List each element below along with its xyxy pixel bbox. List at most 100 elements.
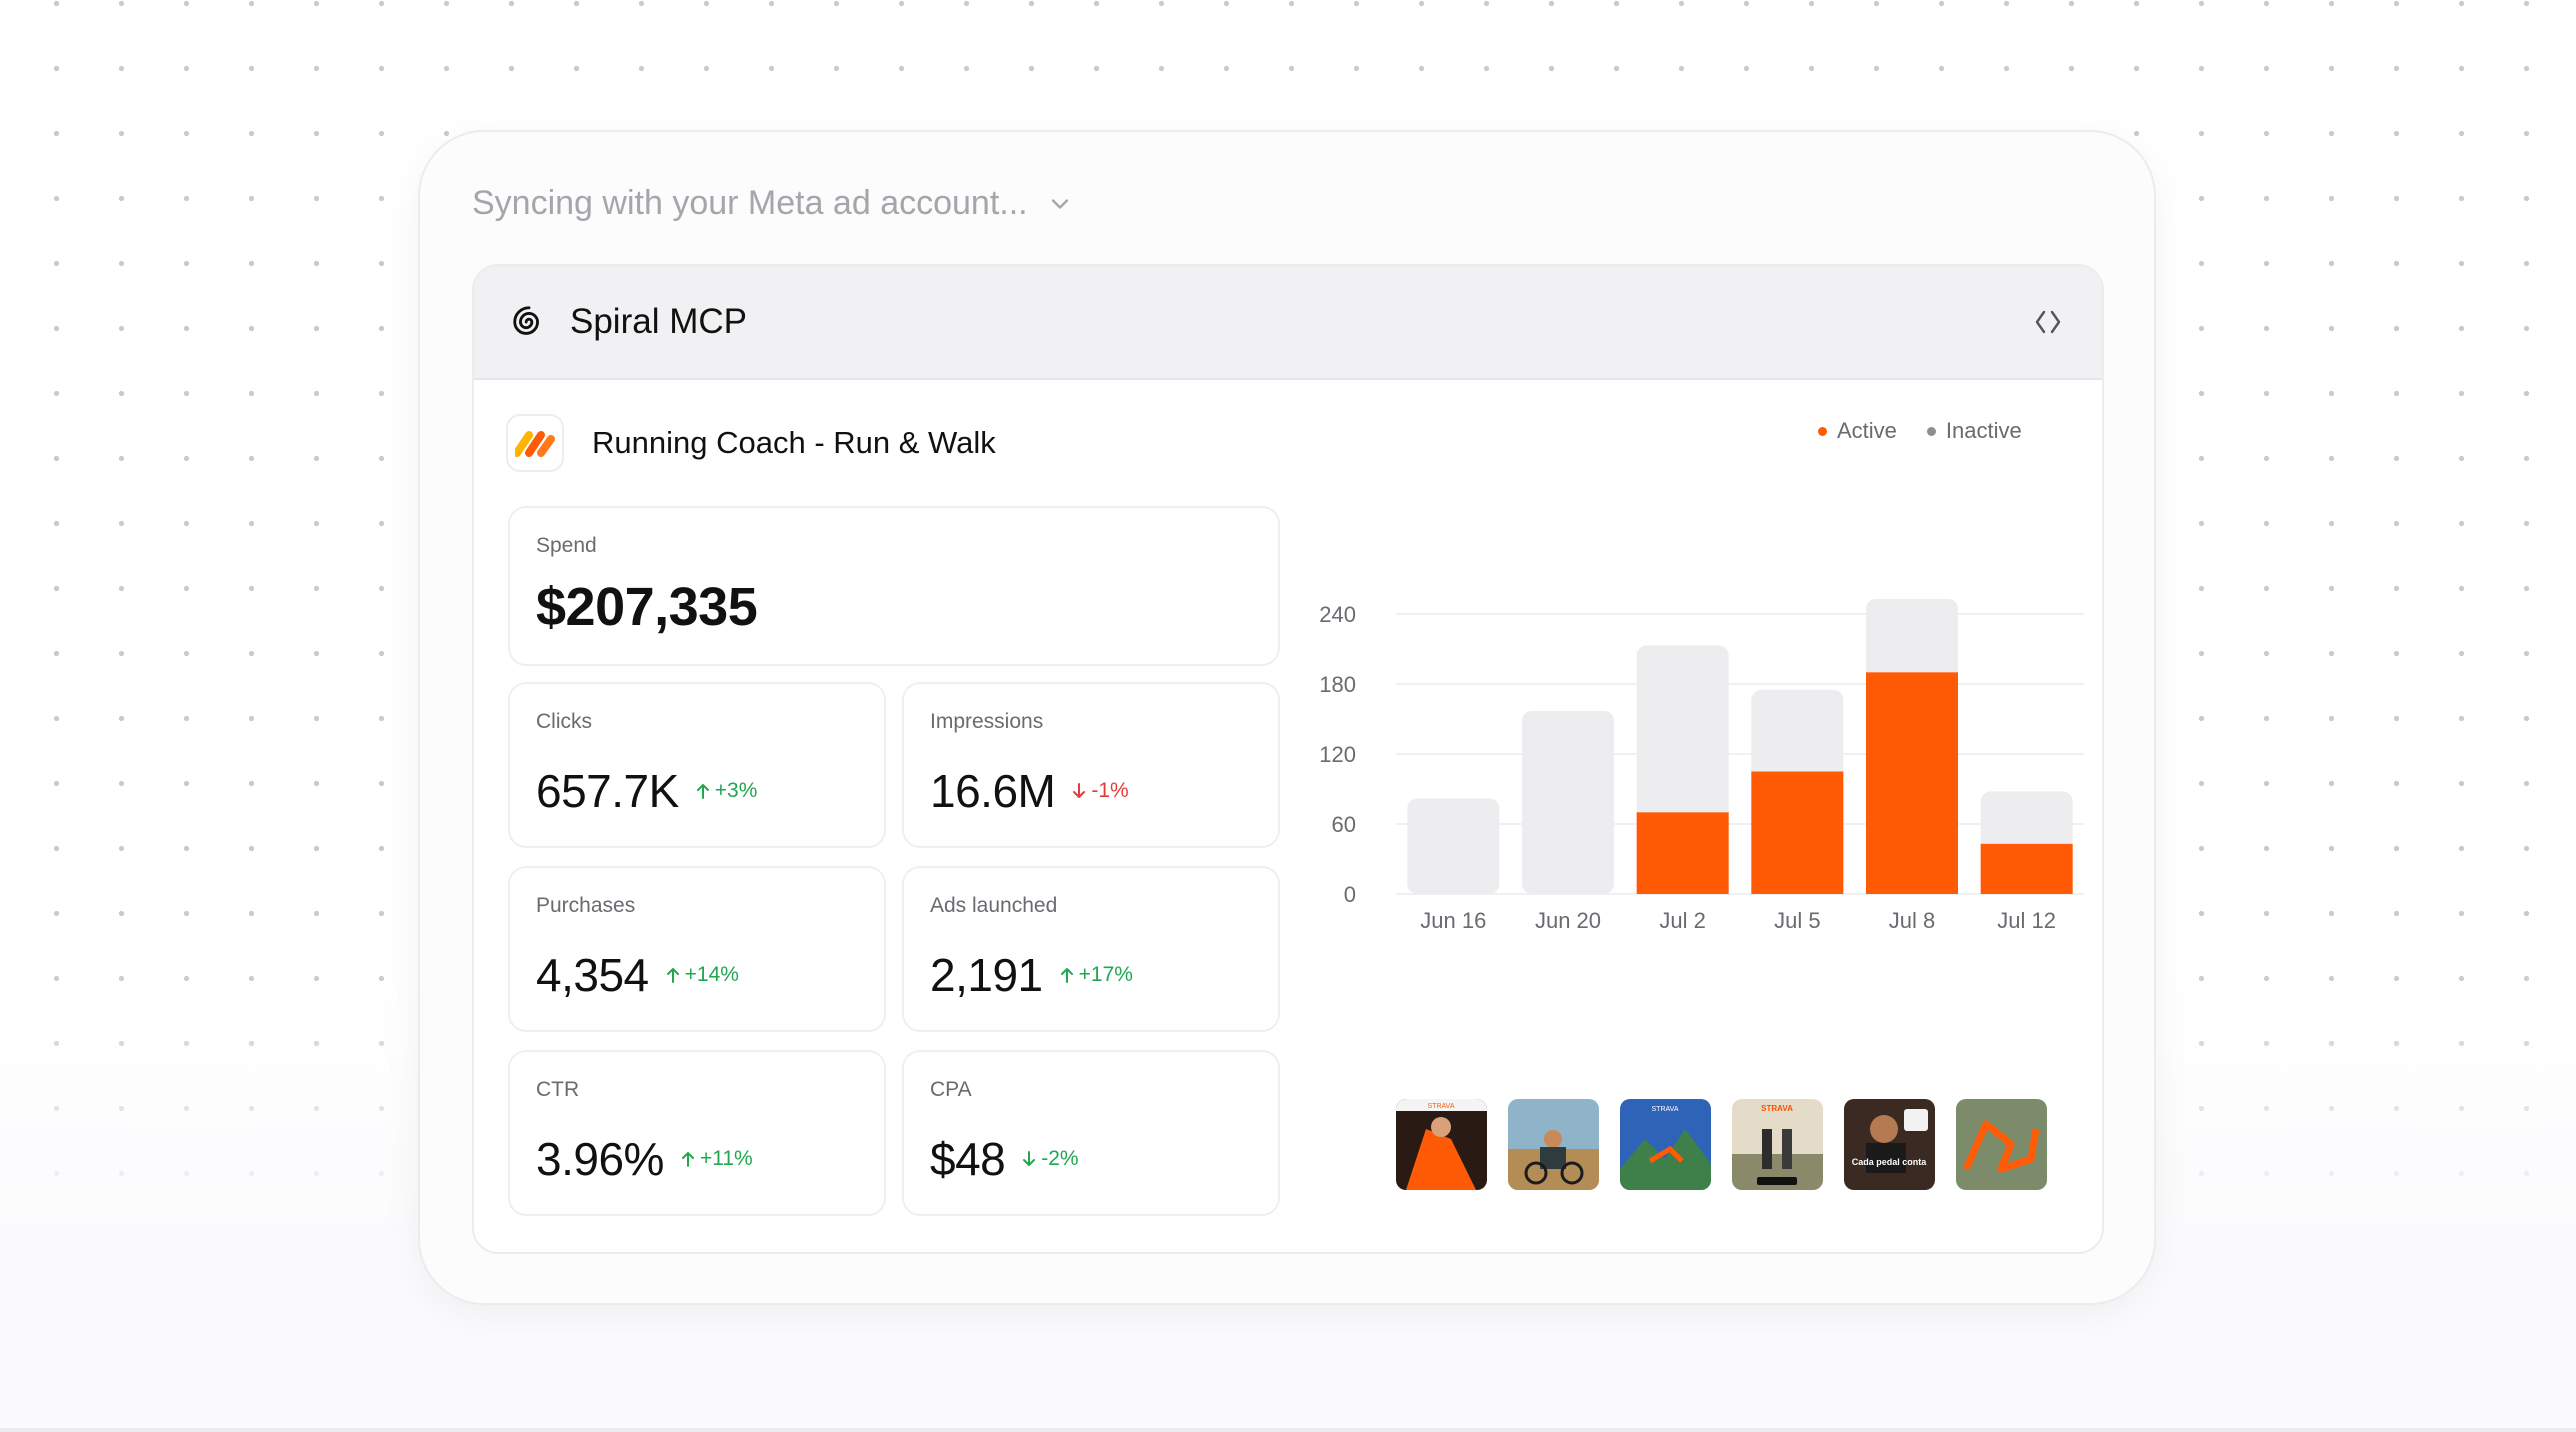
metric-value: 3.96%: [536, 1133, 664, 1185]
arrow-up-icon: [681, 1152, 694, 1167]
ad-creative-image: STRAVA: [1732, 1099, 1823, 1190]
legend-dot-active: [1818, 426, 1827, 436]
metric-value: $48: [930, 1133, 1006, 1185]
metric-spend: Spend $207,335: [508, 506, 1280, 666]
ad-creative-image: STRAVA: [1396, 1099, 1487, 1190]
metric-delta: +17%: [1059, 963, 1133, 987]
metric-delta: -2%: [1021, 1147, 1079, 1171]
metric-value: 4,354: [536, 949, 649, 1001]
metric-delta: +11%: [680, 1147, 753, 1171]
metric-purchases: Purchases 4,354 +14%: [508, 866, 886, 1032]
running-coach-logo-icon: [515, 431, 555, 457]
metric-value-row: 16.6M -1%: [930, 764, 1129, 818]
metric-value-row: 657.7K +3%: [536, 764, 757, 818]
chevron-down-icon: [1051, 198, 1068, 209]
thumbnail-caption: STRAVA: [1428, 1103, 1455, 1110]
legend-item-inactive[interactable]: Inactive: [1926, 418, 2022, 444]
arrow-up-icon: [666, 968, 679, 983]
bar-active: [1636, 812, 1729, 894]
bar-active: [1980, 843, 2073, 894]
metric-value: 657.7K: [536, 765, 679, 817]
bar-chart: 0 60 120 180 240 Jun 16 Jun 20 Jul 2 Jul 5 Jul 8 J…: [1319, 598, 2084, 933]
arrow-up-icon: [696, 784, 709, 799]
thumbnail-5[interactable]: Cada pedal conta: [1844, 1099, 1935, 1190]
code-toggle-icon[interactable]: [2030, 304, 2066, 340]
metric-label: CPA: [930, 1078, 972, 1101]
x-tick-label: Jun 20: [1535, 908, 1601, 933]
metric-delta: +14%: [665, 963, 739, 987]
metric-impressions: Impressions 16.6M -1%: [902, 682, 1280, 848]
spiral-logo-icon: [513, 306, 539, 335]
app-name: Running Coach - Run & Walk: [592, 425, 996, 460]
y-tick-label: 0: [1344, 882, 1356, 907]
thumbnail-2[interactable]: [1508, 1099, 1599, 1190]
metric-delta-text: -1%: [1091, 779, 1129, 802]
app-header: Running Coach - Run & Walk: [506, 414, 996, 472]
legend-label: Inactive: [1945, 418, 2022, 443]
bar-inactive: [1522, 710, 1614, 894]
panel-title: Spiral MCP: [570, 302, 747, 341]
ad-creative-image: [1508, 1099, 1599, 1190]
ad-thumbnails: STRAVA STRAVA: [1396, 1099, 2047, 1190]
thumbnail-caption: Cada pedal conta: [1852, 1157, 1928, 1167]
metric-value-row: 2,191 +17%: [930, 948, 1133, 1002]
metric-delta-text: +17%: [1078, 963, 1133, 986]
metric-ads-launched: Ads launched 2,191 +17%: [902, 866, 1280, 1032]
sync-status[interactable]: Syncing with your Meta ad account...: [472, 184, 1074, 223]
x-tick-label: Jun 16: [1420, 908, 1486, 933]
y-tick-label: 180: [1319, 672, 1356, 697]
metric-value: 16.6M: [930, 765, 1056, 817]
metric-label: CTR: [536, 1078, 580, 1101]
mcp-card-header: Spiral MCP: [474, 266, 2102, 380]
metric-value-row: 4,354 +14%: [536, 948, 739, 1002]
metric-clicks: Clicks 657.7K +3%: [508, 682, 886, 848]
metric-label: Spend: [536, 534, 597, 557]
metric-label: Impressions: [930, 710, 1044, 733]
y-tick-label: 120: [1319, 742, 1356, 767]
metric-cpa: CPA $48 -2%: [902, 1050, 1280, 1216]
x-tick-label: Jul 12: [1997, 908, 2056, 933]
metric-value-row: $48 -2%: [930, 1132, 1079, 1186]
metric-delta-text: -2%: [1041, 1147, 1079, 1170]
metric-value: 2,191: [930, 949, 1043, 1001]
mcp-card: Spiral MCP Running Coach - Run & Walk Sp…: [472, 264, 2104, 1254]
legend-dot-inactive: [1926, 426, 1936, 436]
thumbnail-1[interactable]: STRAVA: [1396, 1099, 1487, 1190]
metric-label: Ads launched: [930, 894, 1058, 917]
thumbnail-4[interactable]: STRAVA: [1732, 1099, 1823, 1190]
y-tick-label: 240: [1319, 602, 1356, 627]
metric-value: $207,335: [536, 577, 758, 637]
thumbnail-caption: STRAVA: [1652, 1106, 1679, 1113]
app-logo: [506, 414, 564, 472]
y-tick-label: 60: [1332, 812, 1356, 837]
arrow-down-icon: [1073, 783, 1086, 798]
bar-active: [1751, 771, 1844, 894]
metric-label: Purchases: [536, 894, 636, 917]
thumbnail-caption: STRAVA: [1761, 1104, 1793, 1113]
x-tick-label: Jul 8: [1889, 908, 1935, 933]
metric-ctr: CTR 3.96% +11%: [508, 1050, 886, 1216]
bar-active: [1866, 672, 1958, 894]
ad-creative-image: [1956, 1099, 2047, 1190]
chart-legend: Active Inactive: [1818, 418, 2022, 444]
ad-creative-image: STRAVA: [1620, 1099, 1711, 1190]
metric-value-row: 3.96% +11%: [536, 1132, 753, 1186]
thumbnail-6[interactable]: [1956, 1099, 2047, 1190]
x-tick-label: Jul 2: [1659, 908, 1705, 933]
thumbnail-3[interactable]: STRAVA: [1620, 1099, 1711, 1190]
ad-creative-image: Cada pedal conta: [1844, 1099, 1935, 1190]
bottom-divider: [0, 1428, 2576, 1432]
arrow-up-icon: [1060, 968, 1073, 983]
outer-panel: Syncing with your Meta ad account... Spi…: [418, 130, 2156, 1305]
legend-item-active[interactable]: Active: [1818, 418, 1897, 444]
metric-delta: +3%: [695, 779, 758, 803]
metric-delta: -1%: [1071, 779, 1129, 803]
bar-inactive: [1407, 798, 1500, 894]
x-tick-label: Jul 5: [1774, 908, 1820, 933]
legend-label: Active: [1837, 418, 1897, 443]
metric-delta-text: +3%: [714, 779, 758, 802]
metric-delta-text: +14%: [684, 963, 739, 986]
metric-label: Clicks: [536, 710, 592, 733]
arrow-down-icon: [1023, 1151, 1036, 1166]
sync-status-text: Syncing with your Meta ad account...: [472, 184, 1028, 222]
